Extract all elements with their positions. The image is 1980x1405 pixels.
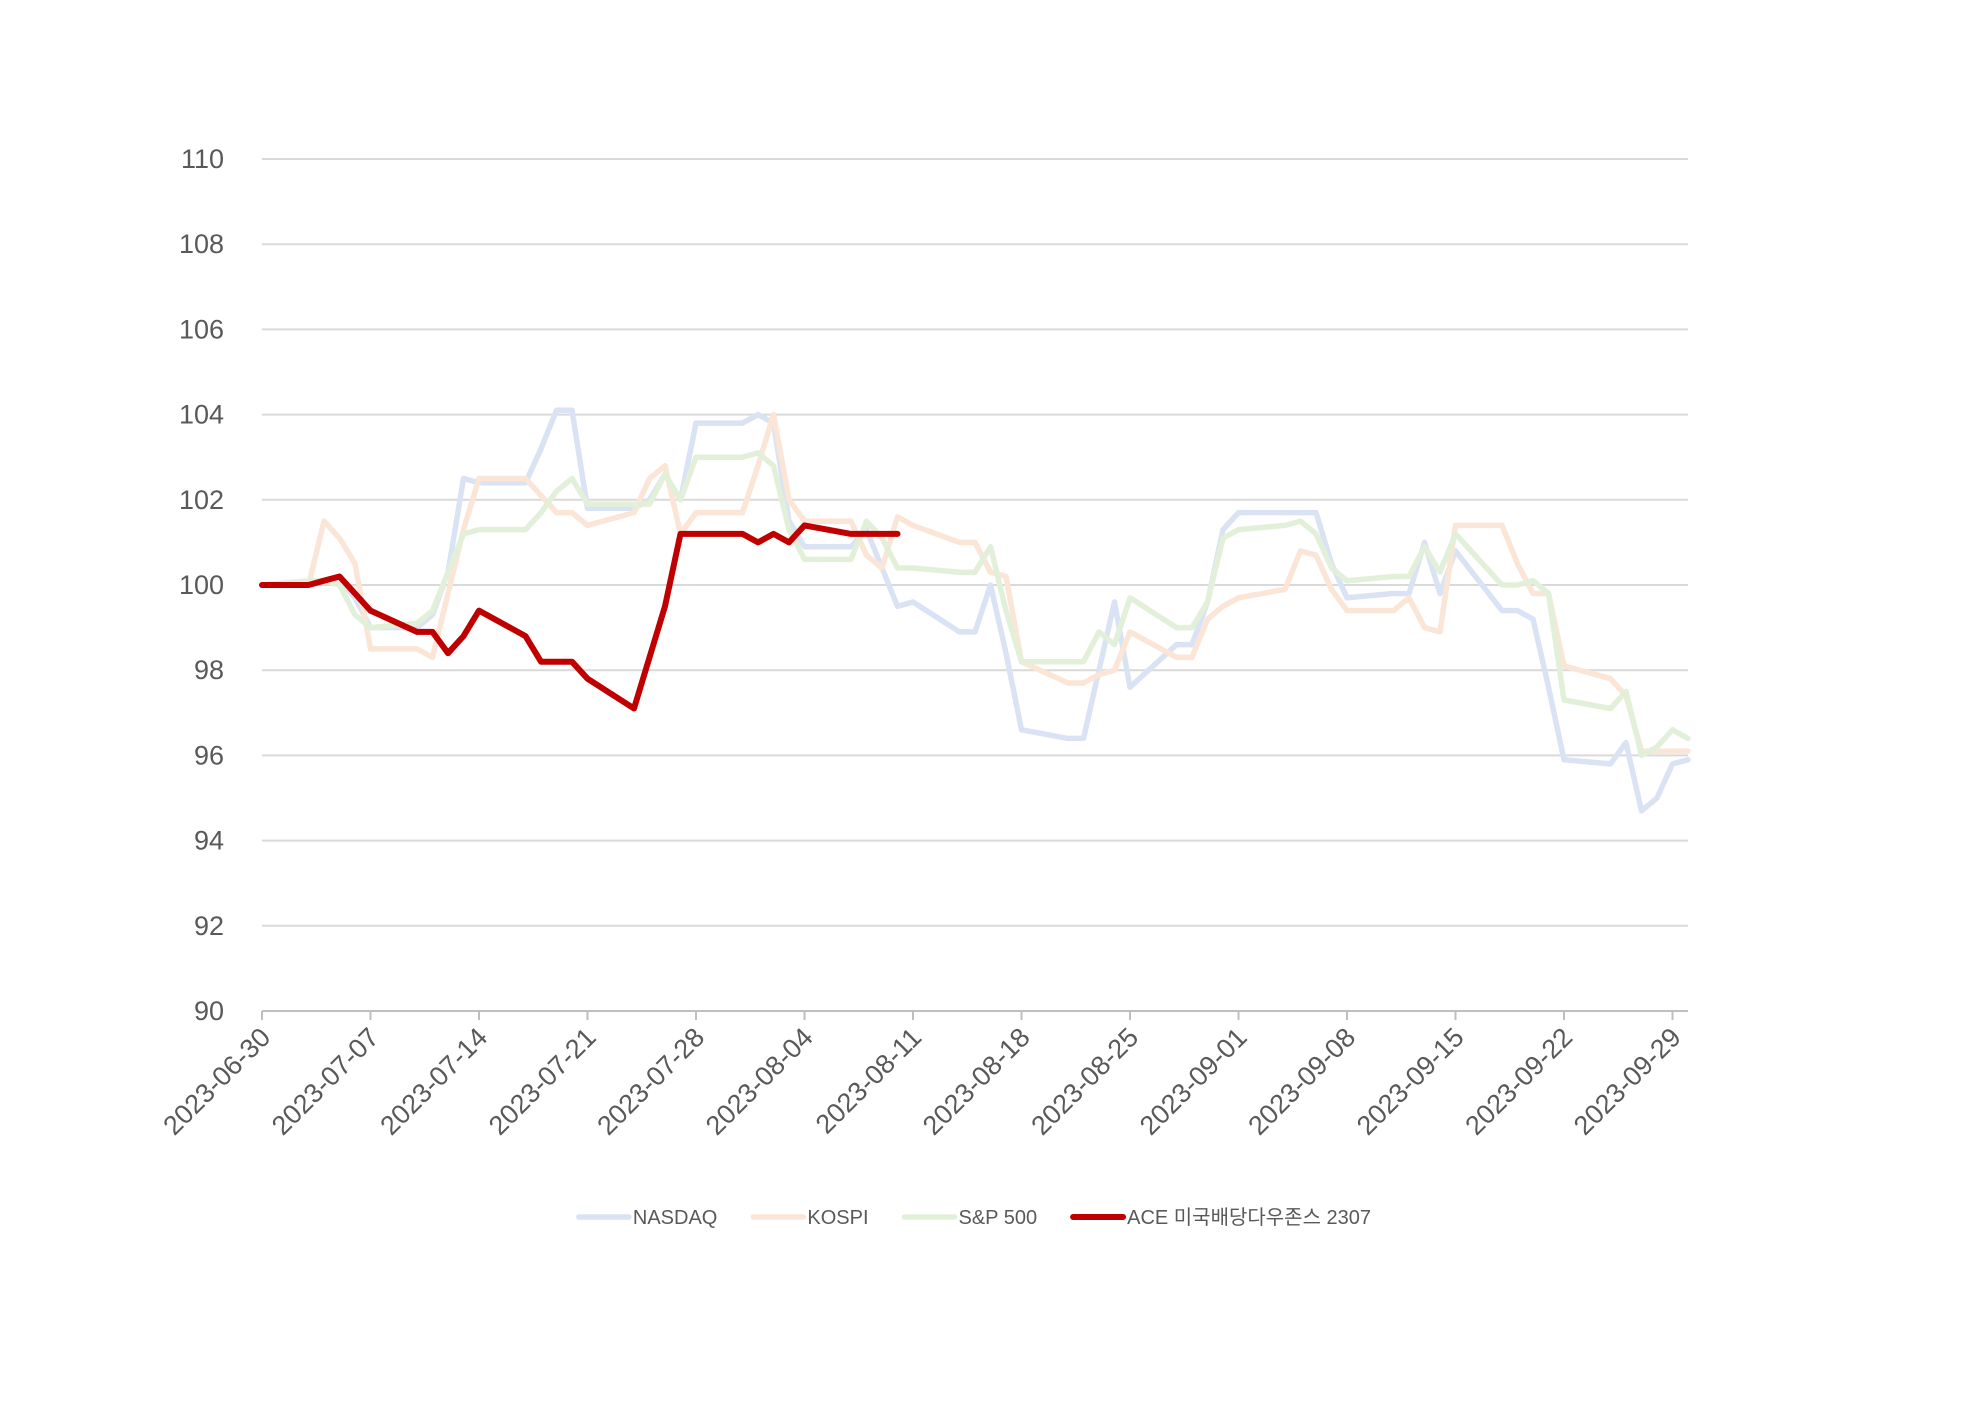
series-lines xyxy=(259,407,1691,814)
y-tick-label: 96 xyxy=(194,740,224,770)
x-tick-label: 2023-09-29 xyxy=(1568,1022,1687,1141)
legend-label: NASDAQ xyxy=(633,1207,717,1229)
legend: NASDAQ KOSPI S&P 500 ACE 미국배당다우존스 2307 xyxy=(576,1206,1371,1229)
series-line-nasdaq xyxy=(259,407,1691,814)
series-line-s-p-500 xyxy=(259,450,1691,759)
x-tick-label: 2023-09-08 xyxy=(1242,1022,1361,1141)
x-tick-label: 2023-09-15 xyxy=(1351,1022,1470,1141)
x-tick-label: 2023-08-25 xyxy=(1025,1022,1144,1141)
legend-item: S&P 500 xyxy=(901,1207,1038,1229)
y-tick-label: 102 xyxy=(179,485,224,515)
y-tick-label: 106 xyxy=(179,314,224,344)
legend-item: ACE 미국배당다우존스 2307 xyxy=(1070,1206,1371,1229)
y-tick-label: 90 xyxy=(194,996,224,1026)
x-tick-label: 2023-07-21 xyxy=(483,1022,602,1141)
legend-label: KOSPI xyxy=(807,1207,868,1229)
y-axis: 90 92 94 96 98 100 102 104 106 108 110 xyxy=(179,144,224,1026)
legend-label: ACE 미국배당다우존스 2307 xyxy=(1127,1206,1371,1229)
x-tick-label: 2023-09-01 xyxy=(1134,1022,1253,1141)
y-tick-label: 110 xyxy=(181,144,224,174)
y-tick-label: 98 xyxy=(194,655,224,685)
y-tick-label: 108 xyxy=(179,229,224,259)
legend-label: S&P 500 xyxy=(959,1207,1038,1229)
x-tick-label: 2023-07-14 xyxy=(374,1022,493,1141)
x-axis: 2023-06-302023-07-072023-07-142023-07-21… xyxy=(157,1011,1687,1141)
y-tick-label: 92 xyxy=(194,911,224,941)
x-tick-label: 2023-09-22 xyxy=(1459,1022,1578,1141)
y-tick-label: 94 xyxy=(194,826,224,856)
x-tick-label: 2023-06-30 xyxy=(157,1022,276,1141)
gridlines xyxy=(262,158,1688,1012)
x-tick-label: 2023-07-28 xyxy=(591,1022,710,1141)
y-tick-label: 100 xyxy=(179,570,224,600)
legend-item: KOSPI xyxy=(750,1207,869,1229)
x-tick-label: 2023-07-07 xyxy=(266,1022,385,1141)
legend-item: NASDAQ xyxy=(576,1207,717,1229)
series-line-kospi xyxy=(259,411,1691,754)
x-tick-label: 2023-08-11 xyxy=(810,1022,927,1139)
x-tick-label: 2023-08-18 xyxy=(917,1022,1036,1141)
series-line-ace-2307 xyxy=(259,522,901,712)
y-tick-label: 104 xyxy=(179,400,224,430)
x-tick-label: 2023-08-04 xyxy=(700,1022,819,1141)
